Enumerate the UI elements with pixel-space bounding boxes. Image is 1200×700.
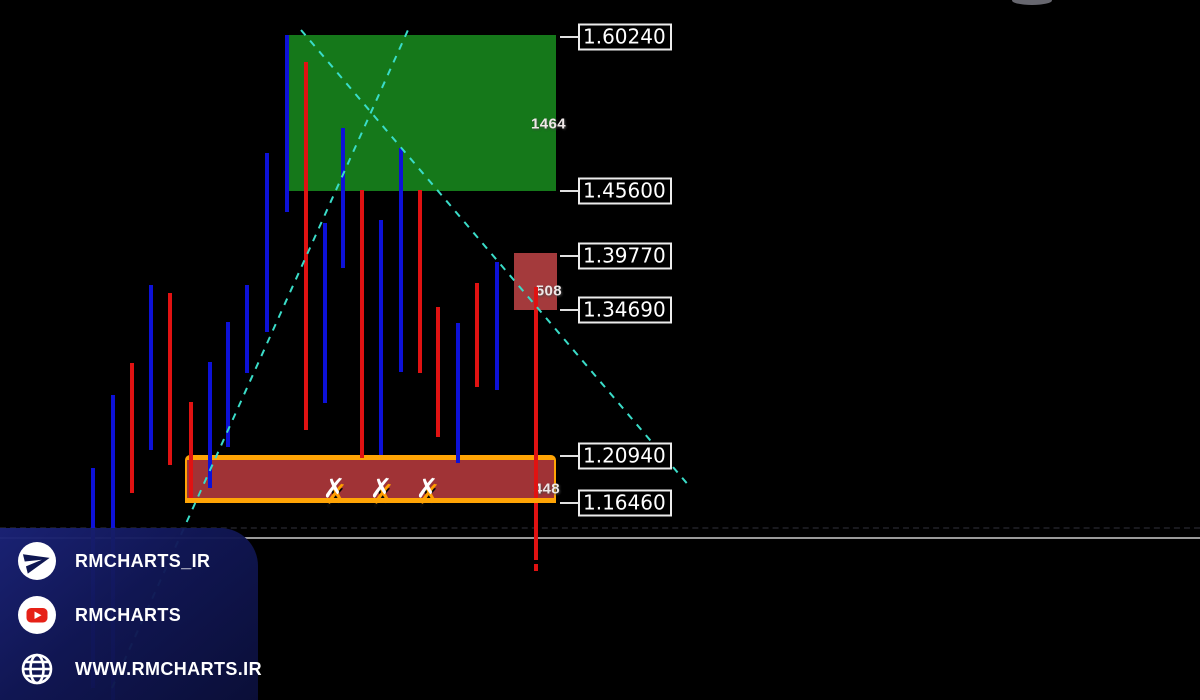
price-axis-label: 1.45600 — [578, 177, 672, 205]
price-axis-label: 1.20940 — [578, 442, 672, 470]
price-axis-label: 1.60240 — [578, 23, 672, 51]
price-axis-label: 1.16460 — [578, 489, 672, 517]
website-link-row[interactable]: WWW.RMCHARTS.IR — [18, 649, 262, 689]
globe-icon — [18, 650, 56, 688]
faint-dashed-level-line — [0, 527, 1200, 529]
youtube-link-row[interactable]: RMCHARTS — [18, 595, 181, 635]
current-price-line — [0, 537, 1200, 539]
price-axis-tick — [560, 309, 578, 311]
price-axis-label: 1.34690 — [578, 296, 672, 324]
price-axis-tick — [560, 455, 578, 457]
price-axis-tick — [560, 255, 578, 257]
x-mark: ✗ — [322, 473, 346, 505]
top-edge-artifact — [1012, 0, 1052, 5]
price-axis-tick — [560, 502, 578, 504]
youtube-handle: RMCHARTS — [75, 604, 182, 625]
branding-card: RMCHARTS_IR RMCHARTS — [0, 528, 262, 700]
candle-bar — [534, 564, 538, 571]
x-mark: ✗ — [415, 473, 439, 505]
price-axis-tick — [560, 190, 578, 192]
telegram-link-row[interactable]: RMCHARTS_IR — [18, 541, 210, 581]
x-mark: ✗ — [369, 473, 393, 505]
price-axis-tick — [560, 36, 578, 38]
price-axis-label: 1.39770 — [578, 242, 672, 270]
telegram-handle: RMCHARTS_IR — [75, 550, 211, 571]
website-url: WWW.RMCHARTS.IR — [75, 658, 262, 679]
telegram-icon — [18, 542, 56, 580]
youtube-icon — [18, 596, 56, 634]
